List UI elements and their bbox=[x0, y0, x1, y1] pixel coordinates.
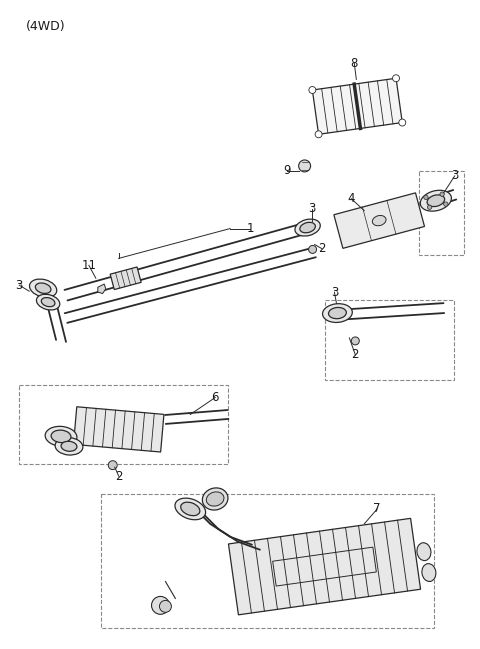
Polygon shape bbox=[110, 267, 141, 289]
Ellipse shape bbox=[328, 308, 347, 319]
Ellipse shape bbox=[51, 430, 71, 443]
Ellipse shape bbox=[299, 160, 311, 172]
Ellipse shape bbox=[45, 426, 77, 447]
Text: 3: 3 bbox=[331, 286, 338, 299]
Text: 7: 7 bbox=[373, 502, 381, 515]
Circle shape bbox=[444, 202, 448, 206]
Polygon shape bbox=[228, 519, 420, 615]
Ellipse shape bbox=[152, 596, 169, 615]
Text: 1: 1 bbox=[246, 222, 254, 235]
Text: 3: 3 bbox=[308, 202, 315, 215]
Text: 6: 6 bbox=[211, 391, 219, 404]
Ellipse shape bbox=[203, 488, 228, 510]
Ellipse shape bbox=[427, 195, 444, 206]
Ellipse shape bbox=[55, 437, 83, 455]
Text: 3: 3 bbox=[451, 169, 458, 182]
Ellipse shape bbox=[206, 492, 224, 506]
Ellipse shape bbox=[351, 337, 360, 345]
Polygon shape bbox=[312, 79, 402, 134]
Circle shape bbox=[315, 131, 322, 138]
Ellipse shape bbox=[300, 223, 315, 233]
Circle shape bbox=[424, 195, 428, 199]
Ellipse shape bbox=[295, 219, 320, 236]
Ellipse shape bbox=[41, 297, 55, 307]
Ellipse shape bbox=[61, 441, 77, 451]
Ellipse shape bbox=[422, 563, 436, 582]
Ellipse shape bbox=[159, 600, 171, 612]
Text: (4WD): (4WD) bbox=[26, 19, 66, 32]
Circle shape bbox=[393, 75, 399, 82]
Ellipse shape bbox=[36, 294, 60, 310]
Text: 4: 4 bbox=[348, 192, 355, 205]
Polygon shape bbox=[334, 193, 424, 249]
Text: 11: 11 bbox=[82, 259, 96, 272]
Text: 8: 8 bbox=[351, 57, 358, 70]
Text: 3: 3 bbox=[15, 278, 23, 292]
Ellipse shape bbox=[323, 304, 352, 323]
Circle shape bbox=[440, 192, 444, 197]
Text: 9: 9 bbox=[283, 164, 290, 177]
Ellipse shape bbox=[372, 215, 386, 226]
Ellipse shape bbox=[420, 190, 451, 211]
Ellipse shape bbox=[175, 498, 205, 520]
Ellipse shape bbox=[36, 283, 51, 293]
Polygon shape bbox=[73, 407, 164, 452]
Text: 2: 2 bbox=[351, 349, 359, 361]
Circle shape bbox=[399, 119, 406, 126]
Ellipse shape bbox=[309, 245, 316, 253]
Circle shape bbox=[309, 86, 316, 93]
Ellipse shape bbox=[108, 461, 117, 470]
Ellipse shape bbox=[417, 543, 431, 561]
Ellipse shape bbox=[180, 502, 200, 516]
Text: 2: 2 bbox=[318, 242, 325, 255]
Circle shape bbox=[427, 205, 432, 210]
Ellipse shape bbox=[29, 279, 57, 297]
Text: 2: 2 bbox=[115, 470, 122, 483]
Polygon shape bbox=[98, 284, 106, 293]
